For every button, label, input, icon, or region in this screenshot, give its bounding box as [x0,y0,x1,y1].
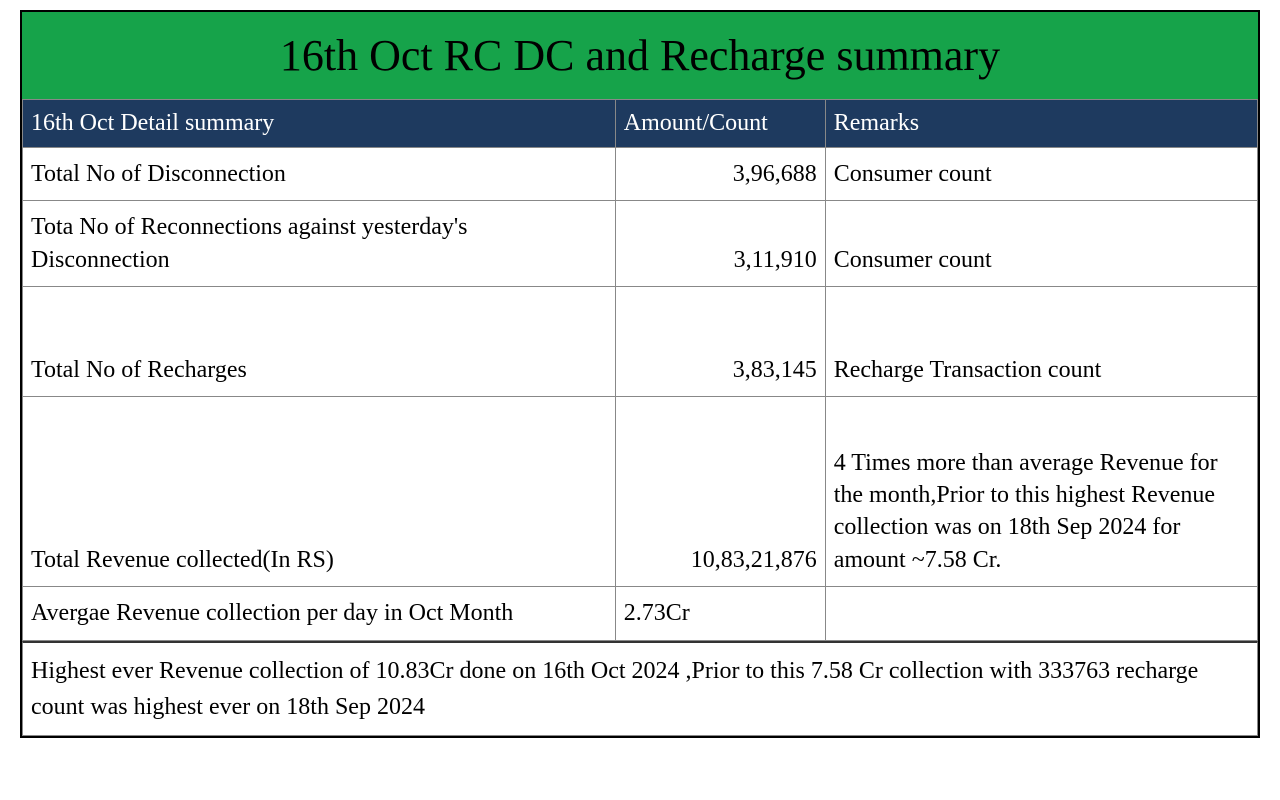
cell-remarks [825,587,1257,640]
cell-amount: 2.73Cr [615,587,825,640]
cell-remarks: 4 Times more than average Revenue for th… [825,397,1257,587]
col-header-remarks: Remarks [825,100,1257,148]
table-row: Avergae Revenue collection per day in Oc… [23,587,1258,640]
col-header-amount: Amount/Count [615,100,825,148]
cell-label: Tota No of Reconnections against yesterd… [23,201,616,287]
table-row: Total No of Recharges 3,83,145 Recharge … [23,287,1258,397]
cell-remarks: Consumer count [825,201,1257,287]
table-row: Total No of Disconnection 3,96,688 Consu… [23,148,1258,201]
cell-amount: 3,96,688 [615,148,825,201]
summary-container: 16th Oct RC DC and Recharge summary 16th… [20,10,1260,738]
cell-amount: 3,83,145 [615,287,825,397]
page-title: 16th Oct RC DC and Recharge summary [22,12,1258,99]
cell-remarks: Consumer count [825,148,1257,201]
table-row: Tota No of Reconnections against yesterd… [23,201,1258,287]
table-row: Total Revenue collected(In RS) 10,83,21,… [23,397,1258,587]
summary-table: 16th Oct Detail summary Amount/Count Rem… [22,99,1258,641]
cell-label: Avergae Revenue collection per day in Oc… [23,587,616,640]
table-header-row: 16th Oct Detail summary Amount/Count Rem… [23,100,1258,148]
cell-label: Total No of Disconnection [23,148,616,201]
footer-note: Highest ever Revenue collection of 10.83… [22,641,1258,736]
cell-remarks: Recharge Transaction count [825,287,1257,397]
cell-label: Total No of Recharges [23,287,616,397]
cell-label: Total Revenue collected(In RS) [23,397,616,587]
cell-amount: 10,83,21,876 [615,397,825,587]
cell-amount: 3,11,910 [615,201,825,287]
col-header-label: 16th Oct Detail summary [23,100,616,148]
